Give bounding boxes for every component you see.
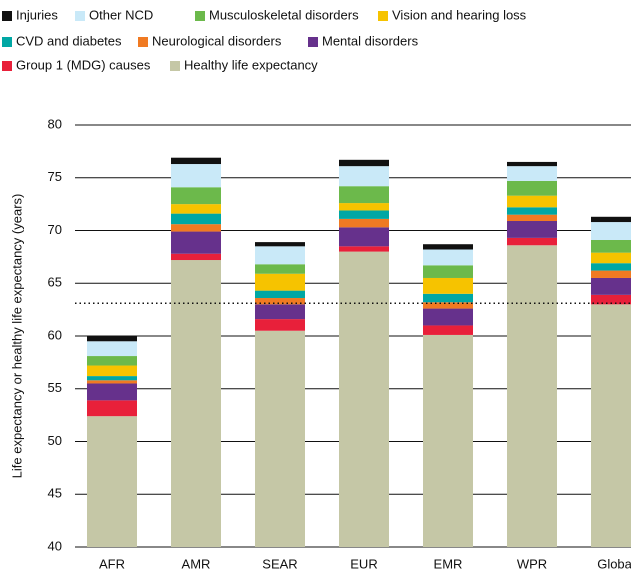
bar-segment xyxy=(591,239,631,253)
legend-label: Healthy life expectancy xyxy=(184,57,318,72)
legend-label: Neurological disorders xyxy=(152,33,282,48)
bar-segment xyxy=(507,195,557,208)
bar-segment xyxy=(171,213,221,225)
bar-segment xyxy=(507,166,557,181)
legend-label: CVD and diabetes xyxy=(16,33,122,48)
bar-segment xyxy=(423,244,473,250)
bar-segment xyxy=(591,277,631,295)
legend-swatch xyxy=(170,61,180,71)
bar-segment xyxy=(507,180,557,196)
bar-segment xyxy=(171,157,221,165)
bar-segment xyxy=(171,253,221,261)
bar-segment xyxy=(87,416,137,547)
bar-segment xyxy=(87,341,137,357)
bar-segment xyxy=(507,207,557,215)
y-tick-label: 50 xyxy=(48,433,62,448)
bar-segment xyxy=(87,336,137,342)
legend-swatch xyxy=(75,11,85,21)
bar-segment xyxy=(507,161,557,167)
bar-segment xyxy=(171,224,221,232)
bar-segment xyxy=(339,210,389,219)
bar-segment xyxy=(507,245,557,547)
bar-segment xyxy=(255,246,305,265)
bar-segment xyxy=(591,222,631,240)
bar-segment xyxy=(87,376,137,381)
bar-segment xyxy=(255,298,305,305)
x-tick-label: Global xyxy=(597,556,631,571)
legend-swatch xyxy=(2,61,12,71)
bar-segment xyxy=(339,203,389,211)
bar-segment xyxy=(255,242,305,247)
bar-segment xyxy=(339,246,389,252)
legend-label: Mental disorders xyxy=(322,33,419,48)
x-tick-label: AFR xyxy=(99,556,125,571)
bar-segment xyxy=(507,214,557,222)
y-tick-label: 70 xyxy=(48,222,62,237)
legend-swatch xyxy=(2,37,12,47)
bar-segment xyxy=(171,260,221,547)
bar-segment xyxy=(591,263,631,271)
bar-segment xyxy=(87,400,137,417)
x-tick-label: EUR xyxy=(350,556,377,571)
bar-segment xyxy=(255,264,305,274)
x-tick-label: AMR xyxy=(182,556,211,571)
y-tick-label: 45 xyxy=(48,486,62,501)
legend-label: Musculoskeletal disorders xyxy=(209,7,359,22)
legend-swatch xyxy=(2,11,12,21)
bar-segment xyxy=(507,237,557,246)
y-tick-label: 65 xyxy=(48,275,62,290)
bar-segment xyxy=(255,330,305,547)
x-tick-label: WPR xyxy=(517,556,547,571)
legend-swatch xyxy=(195,11,205,21)
bar-segment xyxy=(339,227,389,247)
bar-segment xyxy=(339,159,389,167)
bar-segment xyxy=(339,218,389,228)
bar-segment xyxy=(423,308,473,326)
legend-label: Group 1 (MDG) causes xyxy=(16,57,151,72)
bar-segment xyxy=(423,265,473,278)
bar-segment xyxy=(339,166,389,187)
y-tick-label: 80 xyxy=(48,116,62,131)
bar-segment xyxy=(423,325,473,335)
bar-segment xyxy=(423,302,473,309)
legend-swatch xyxy=(138,37,148,47)
bar-segment xyxy=(171,187,221,205)
bar-segment xyxy=(591,252,631,264)
bar-segment xyxy=(423,277,473,294)
bar-segment xyxy=(87,356,137,366)
bar-segment xyxy=(171,164,221,188)
bar-segment xyxy=(171,204,221,214)
bar-segment xyxy=(255,304,305,320)
x-tick-label: EMR xyxy=(434,556,463,571)
bar-segment xyxy=(87,365,137,377)
bar-segment xyxy=(423,293,473,303)
bar-segment xyxy=(87,383,137,401)
bar-segment xyxy=(591,270,631,278)
legend-label: Other NCD xyxy=(89,7,153,22)
bar-segment xyxy=(255,290,305,299)
legend-swatch xyxy=(378,11,388,21)
bar-segment xyxy=(171,231,221,254)
y-tick-label: 75 xyxy=(48,169,62,184)
bar-segment xyxy=(591,304,631,547)
bar-segment xyxy=(591,216,631,223)
legend-label: Vision and hearing loss xyxy=(392,7,527,22)
legend-label: Injuries xyxy=(16,7,58,22)
y-tick-label: 60 xyxy=(48,327,62,342)
bar-segment xyxy=(591,294,631,305)
bar-segment xyxy=(339,251,389,547)
legend-swatch xyxy=(308,37,318,47)
bar-segment xyxy=(87,380,137,384)
bar-segment xyxy=(507,221,557,238)
y-tick-label: 40 xyxy=(48,538,62,553)
bar-segment xyxy=(423,334,473,547)
bar-segment xyxy=(423,249,473,266)
x-tick-label: SEAR xyxy=(262,556,297,571)
bar-segment xyxy=(339,186,389,204)
bar-segment xyxy=(255,319,305,331)
bar-segment xyxy=(255,273,305,291)
y-tick-label: 55 xyxy=(48,380,62,395)
y-axis-label: Life expectancy or healthy life expectan… xyxy=(9,194,24,479)
